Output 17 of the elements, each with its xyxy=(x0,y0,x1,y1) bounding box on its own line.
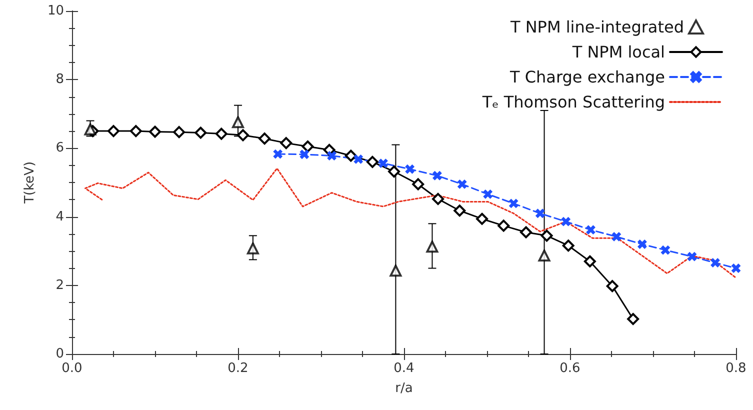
x-tick-label: 0.6 xyxy=(560,361,580,376)
y-tick-label: 0 xyxy=(56,346,64,362)
x-tick-label: 0.0 xyxy=(62,361,82,376)
y-tick-label: 4 xyxy=(56,209,64,224)
y-tick-label: 6 xyxy=(56,140,64,156)
x-tick-label: 0.4 xyxy=(394,361,414,376)
legend-label: T Charge exchange xyxy=(509,68,665,86)
x-axis-title: r/a xyxy=(395,381,413,396)
legend-label: Tₑ Thomson Scattering xyxy=(481,92,665,112)
legend-label: T NPM line-integrated xyxy=(509,18,684,36)
y-axis-title: T(keV) xyxy=(22,161,38,205)
y-tick-label: 8 xyxy=(56,72,64,88)
y-tick-label: 2 xyxy=(56,278,64,293)
y-tick-label: 10 xyxy=(47,4,64,18)
legend-label: T NPM local xyxy=(571,42,665,62)
x-tick-label: 0.2 xyxy=(228,361,248,376)
x-tick-label: 0.8 xyxy=(726,361,746,376)
